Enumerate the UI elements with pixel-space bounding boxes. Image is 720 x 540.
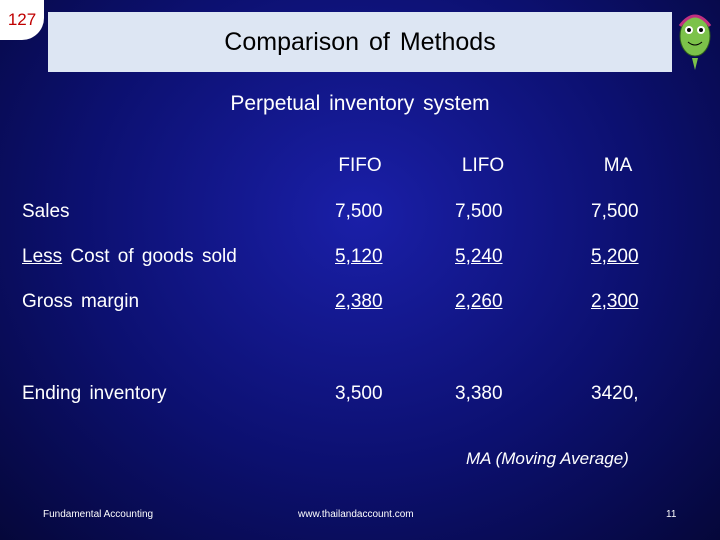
title-box [48,12,672,72]
cell: 3420, [591,383,639,404]
row-label-part: Cost of goods sold [70,246,237,267]
cell: 2,380 [335,291,383,312]
cell: 5,200 [591,246,639,267]
cell: 2,300 [591,291,639,312]
mascot [678,14,712,70]
cell: 2,260 [455,291,503,312]
row-label: Ending inventory [22,383,167,404]
row-label: Less Cost of goods sold [22,246,237,268]
cell: 7,500 [335,201,383,222]
column-header: LIFO [461,155,505,176]
row-label: Sales [22,201,70,222]
row-label: Gross margin [22,291,140,312]
footer-url: www.thailandaccount.com [298,509,414,520]
footer-left: Fundamental Accounting [43,509,154,520]
slide-number: 127 [0,0,44,40]
cell: 5,240 [455,246,503,267]
cell: 3,500 [335,383,383,404]
cell: 7,500 [591,201,639,222]
cell: 5,120 [335,246,383,267]
cell: 3,380 [455,383,503,404]
row-label-part: Less [22,246,63,267]
slide-title: Comparison of Methods [224,28,496,56]
page-number: 11 [666,509,677,520]
note: MA (Moving Average) [466,449,629,468]
subtitle: Perpetual inventory system [230,92,490,115]
column-header: FIFO [338,155,382,176]
column-header: MA [603,155,633,176]
cell: 7,500 [455,201,503,222]
